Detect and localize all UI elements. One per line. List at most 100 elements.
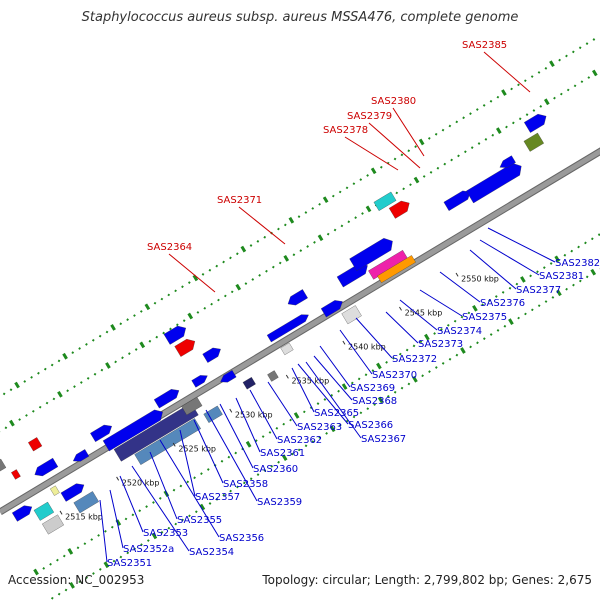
gc-tick — [325, 432, 328, 435]
label-leader — [267, 381, 298, 427]
gc-tick — [385, 361, 388, 364]
gc-tick — [338, 190, 342, 194]
gc-tick — [329, 425, 336, 433]
gc-tick — [323, 398, 327, 401]
scale-label: 2525 kbp — [178, 445, 216, 454]
gc-tick — [494, 295, 498, 298]
gc-tick — [573, 84, 577, 88]
gc-tick — [448, 357, 452, 361]
gc-tick — [23, 380, 27, 383]
gc-tick — [316, 402, 320, 405]
gene-block — [102, 409, 163, 452]
gc-tick — [341, 383, 348, 390]
gc-tick — [162, 331, 165, 335]
scale-label: 2520 kbp — [122, 479, 160, 488]
gc-tick — [338, 423, 342, 427]
gc-tick — [530, 308, 534, 312]
label-leader — [131, 465, 190, 552]
gc-tick — [455, 353, 459, 357]
gene-label-bottom: SAS2363 — [297, 422, 342, 433]
gc-tick — [97, 534, 100, 537]
gc-tick — [174, 522, 178, 526]
gc-tick — [418, 138, 425, 146]
gc-tick — [249, 244, 253, 247]
gene-label-bottom: SAS2369 — [350, 383, 395, 394]
gc-tick — [470, 146, 474, 149]
gc-tick — [421, 374, 424, 378]
gene-label-bottom: SAS2365 — [314, 408, 359, 419]
gene-block — [134, 418, 201, 465]
gc-tick — [175, 323, 179, 327]
gc-tick — [93, 372, 97, 376]
gc-tick — [240, 245, 247, 253]
gene-block — [499, 155, 516, 168]
gc-tick — [187, 312, 194, 320]
gene-block — [50, 485, 60, 496]
gc-tick — [392, 356, 395, 360]
gc-tick — [182, 319, 186, 323]
gc-tick — [476, 341, 479, 345]
gc-tick — [488, 299, 491, 302]
gc-tick — [460, 347, 466, 354]
gc-tick — [222, 493, 226, 497]
gc-tick — [572, 283, 575, 287]
gc-tick — [50, 363, 54, 367]
gene-block — [320, 300, 343, 318]
gc-tick — [556, 289, 562, 297]
gc-tick — [409, 183, 412, 187]
gene-block — [34, 457, 59, 477]
gc-tick — [14, 381, 20, 389]
gc-tick — [256, 240, 260, 243]
label-leader — [219, 403, 254, 469]
label-leader — [399, 299, 438, 331]
scale-label: 2550 kbp — [461, 275, 499, 284]
gc-tick — [377, 396, 384, 404]
gc-tick — [357, 377, 361, 381]
gc-tick — [585, 275, 589, 279]
gc-tick — [187, 281, 191, 284]
label-leader — [355, 317, 393, 359]
label-leader — [149, 451, 178, 520]
gc-tick — [469, 112, 472, 116]
gene-label-bottom: SAS2356 — [219, 533, 264, 544]
label-leader — [297, 363, 349, 425]
gc-tick — [64, 588, 68, 592]
gene-label-top: SAS2364 — [147, 242, 192, 253]
gc-tick — [30, 375, 33, 379]
label-leader — [99, 499, 108, 563]
gc-tick — [100, 368, 104, 372]
scale-tick — [399, 306, 402, 311]
gc-tick — [508, 318, 514, 326]
gc-tick — [263, 235, 267, 239]
gene-block — [443, 190, 471, 211]
gc-tick — [2, 392, 6, 396]
label-leader — [392, 107, 425, 157]
gc-tick — [56, 558, 59, 562]
gc-tick — [25, 414, 28, 417]
gc-tick — [215, 497, 219, 501]
gc-tick — [9, 388, 13, 392]
gc-tick — [386, 161, 390, 165]
gc-tick — [345, 419, 349, 423]
gc-tick — [501, 89, 507, 96]
gc-tick — [71, 351, 75, 354]
gc-tick — [251, 278, 255, 281]
gc-tick — [78, 580, 82, 584]
gc-tick — [282, 422, 286, 426]
gc-tick — [524, 312, 527, 316]
gc-tick — [140, 543, 143, 547]
gc-tick — [450, 158, 453, 162]
gene-label-bottom: SAS2377 — [516, 285, 561, 296]
gc-tick — [148, 339, 152, 343]
gc-tick — [347, 220, 351, 224]
gc-tick — [530, 75, 534, 78]
gc-tick — [126, 551, 130, 555]
gc-tick — [121, 356, 124, 360]
gc-tick — [304, 444, 308, 448]
gc-tick — [419, 340, 423, 344]
label-leader — [419, 289, 463, 317]
gc-tick — [350, 381, 354, 385]
gc-tick — [477, 142, 481, 145]
gc-tick — [455, 120, 459, 124]
gc-tick — [544, 300, 548, 303]
